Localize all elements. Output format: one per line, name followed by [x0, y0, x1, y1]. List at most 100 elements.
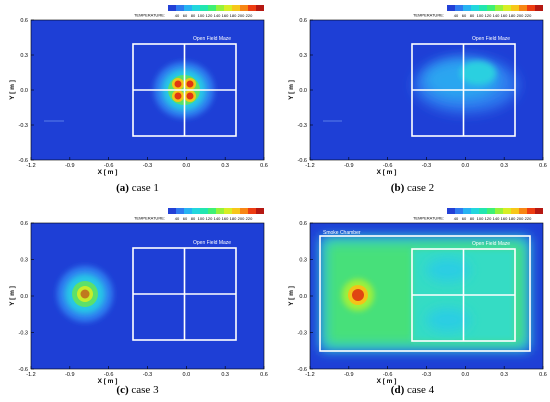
colorbar-tick-label: 140: [493, 216, 500, 221]
colorbar-tick-label: 140: [214, 216, 221, 221]
chamber-label-d: Smoke Chamber: [323, 230, 361, 236]
colorbar-tick-label: 220: [246, 13, 253, 18]
colorbar-tick-label: 120: [206, 13, 213, 18]
colorbar-swatch: [471, 5, 479, 11]
x-axis-label: X [ m ]: [98, 169, 118, 176]
colorbar-swatch: [184, 5, 192, 11]
xtick-label: 0.3: [221, 372, 229, 378]
xtick-label: 0.6: [539, 372, 547, 378]
colorbar-tick-label: 60: [462, 13, 467, 18]
maze-label-b: Open Field Maze: [472, 36, 510, 42]
maze-b: [411, 43, 516, 137]
ytick-label: 0.0: [20, 294, 28, 300]
axes-and-colorbars: -1.2 -0.9 -0.6 -0.3 0.0 0.3 0.6 0.6 0.3 0.0 -0.3 -0…: [9, 5, 547, 385]
colorbar-tick-label: 60: [462, 216, 467, 221]
colorbar-tick-label: 180: [230, 216, 237, 221]
colorbar-swatch: [256, 5, 264, 11]
colorbar-tick-label: 40: [175, 216, 180, 221]
colorbar-swatch: [232, 5, 240, 11]
colorbar-swatch: [216, 5, 224, 11]
colorbar-swatch: [176, 208, 184, 214]
colorbar-swatch: [519, 5, 527, 11]
colorbar-tick-label: 100: [477, 13, 484, 18]
colorbar-tick-label: 80: [191, 216, 196, 221]
colorbar-swatch: [463, 208, 471, 214]
colorbar-label: TEMPERATURE:: [134, 216, 165, 221]
colorbar-tick-label: 220: [525, 13, 532, 18]
xtick-label: -0.9: [344, 163, 353, 169]
ytick-label: 0.0: [299, 88, 307, 94]
panel-a: Open Field Maze: [31, 20, 264, 160]
xtick-label: -0.3: [143, 163, 152, 169]
x-axis-label: X [ m ]: [98, 378, 118, 385]
heat-blob-b: [414, 57, 518, 113]
ytick-label: 0.0: [20, 88, 28, 94]
xtick-label: -0.9: [65, 163, 74, 169]
ytick-label: -0.6: [19, 367, 28, 373]
xtick-label: 0.0: [462, 163, 470, 169]
xtick-label: 0.0: [462, 372, 470, 378]
colorbar-swatch: [527, 5, 535, 11]
xtick-label: 0.6: [260, 163, 268, 169]
maze-label-a: Open Field Maze: [193, 36, 231, 42]
colorbar-swatch: [208, 208, 216, 214]
colorbar-tick-label: 80: [191, 13, 196, 18]
xtick-label: -1.2: [26, 163, 35, 169]
colorbar-swatch: [168, 5, 176, 11]
xtick-label: -0.9: [65, 372, 74, 378]
x-axis-label: X [ m ]: [377, 378, 397, 385]
xtick-label: -1.2: [305, 372, 314, 378]
y-axis-label: Y [ m ]: [288, 80, 295, 100]
colorbar-swatch: [471, 208, 479, 214]
xtick-label: -0.3: [422, 163, 431, 169]
maze-label-d: Open Field Maze: [472, 241, 510, 247]
caption-b: (b) case 2: [390, 182, 435, 194]
colorbar-tick-label: 140: [493, 13, 500, 18]
ytick-label: 0.6: [20, 18, 28, 24]
heat-blob-c: [57, 266, 113, 322]
panel-c: Open Field Maze: [31, 223, 264, 369]
colorbar-swatch: [455, 208, 463, 214]
ytick-label: -0.3: [298, 331, 307, 337]
xtick-label: -1.2: [26, 372, 35, 378]
colorbar-swatch: [240, 5, 248, 11]
colorbar-tick-label: 180: [509, 216, 516, 221]
colorbar-swatch: [535, 5, 543, 11]
colorbar-tick-label: 80: [470, 216, 475, 221]
colorbar-tick-label: 200: [517, 13, 524, 18]
colorbar-tick-label: 180: [509, 13, 516, 18]
xtick-label: -0.6: [383, 372, 392, 378]
colorbar-swatch: [479, 208, 487, 214]
colorbar-label: TEMPERATURE:: [134, 13, 165, 18]
y-axis-label: Y [ m ]: [9, 80, 16, 100]
maze-c: [132, 247, 237, 341]
xtick-label: 0.3: [500, 163, 508, 169]
colorbar-swatch: [535, 208, 543, 214]
colorbar-tick-label: 40: [175, 13, 180, 18]
xtick-label: 0.0: [183, 163, 191, 169]
colorbar-swatch: [487, 208, 495, 214]
colorbar-swatch: [184, 208, 192, 214]
colorbar-tick-label: 100: [477, 216, 484, 221]
xtick-label: -0.6: [104, 372, 113, 378]
ytick-label: -0.6: [298, 367, 307, 373]
ytick-label: -0.3: [19, 123, 28, 129]
ytick-label: -0.3: [298, 123, 307, 129]
colorbar-tick-label: 220: [246, 216, 253, 221]
ytick-label: 0.3: [20, 53, 28, 59]
xtick-label: 0.0: [183, 372, 191, 378]
y-axis-label: Y [ m ]: [288, 286, 295, 306]
x-axis-label: X [ m ]: [377, 169, 397, 176]
ytick-label: 0.0: [299, 294, 307, 300]
colorbar-swatch: [232, 208, 240, 214]
colorbar-swatch: [447, 208, 455, 214]
colorbar-swatch: [224, 5, 232, 11]
colorbar-tick-label: 200: [238, 13, 245, 18]
colorbar-tick-label: 80: [470, 13, 475, 18]
colorbar-swatch: [495, 5, 503, 11]
colorbar-swatch: [248, 5, 256, 11]
smoke-chamber-d: [319, 235, 531, 352]
caption-d: (d) case 4: [390, 384, 435, 396]
ytick-label: 0.6: [299, 221, 307, 227]
maze-label-c: Open Field Maze: [193, 240, 231, 246]
